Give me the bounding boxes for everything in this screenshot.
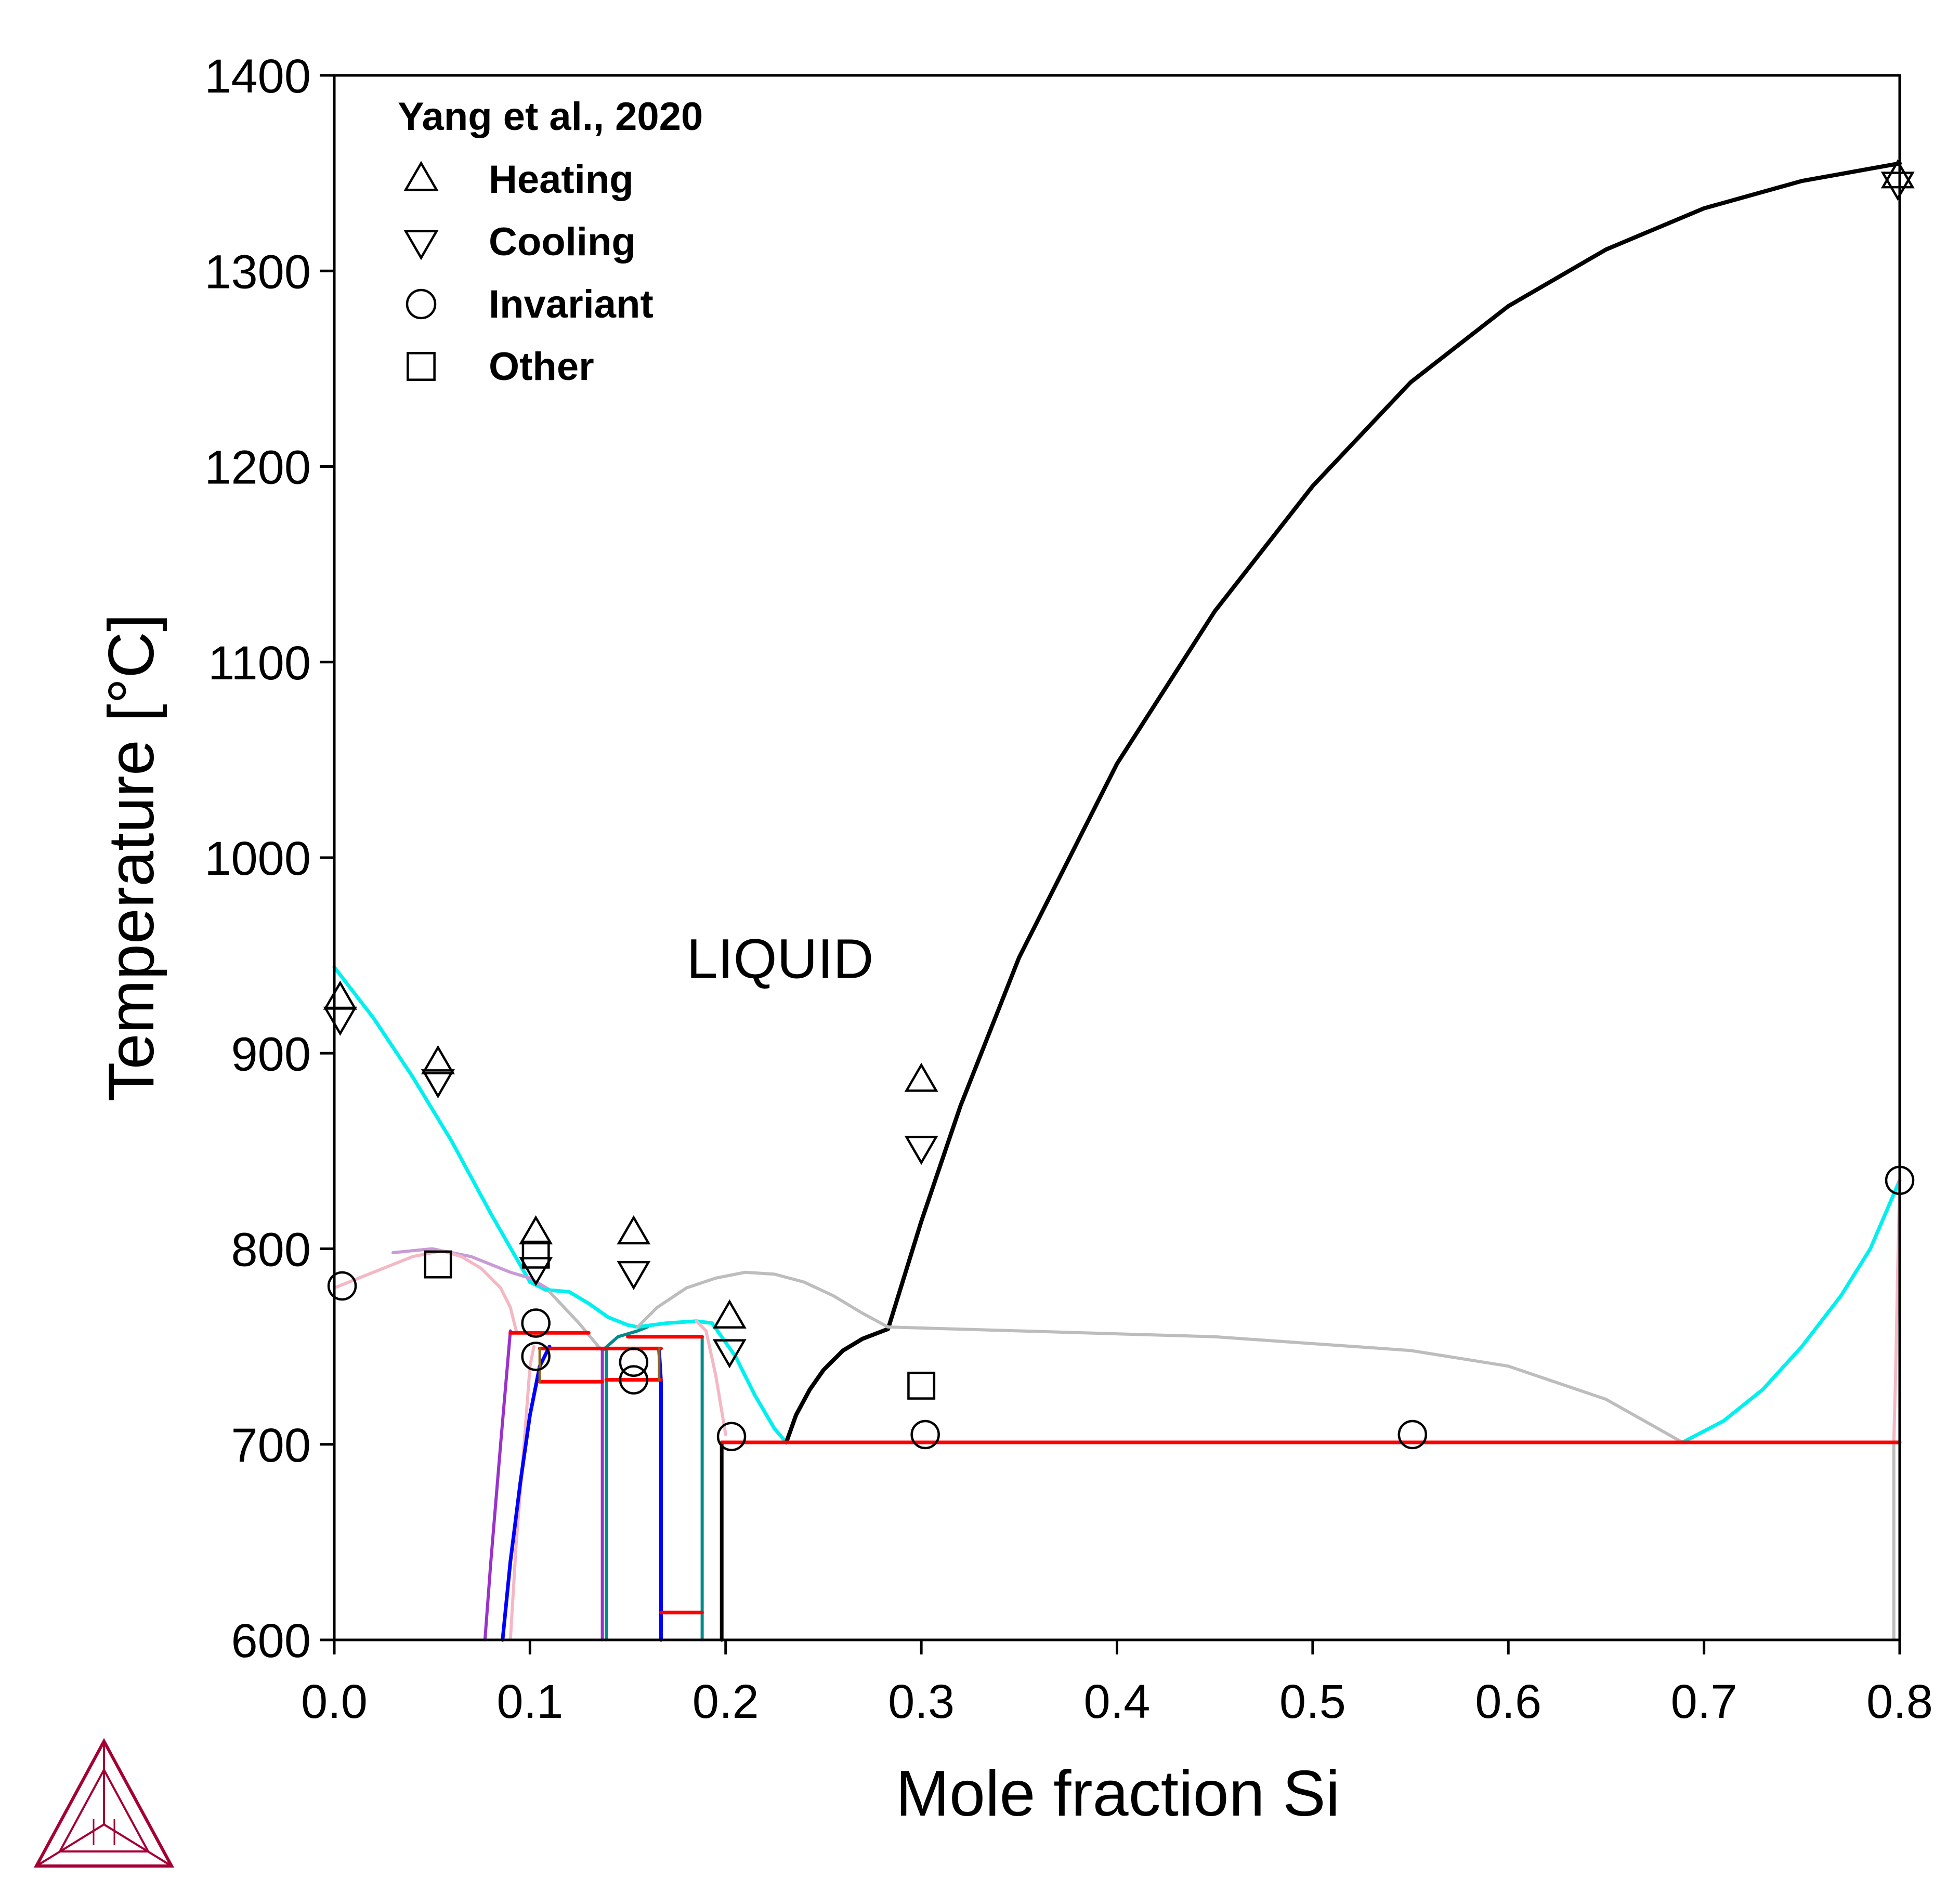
x-tick-label: 0.3 [888, 1675, 955, 1728]
triangle-down-data-point [904, 1136, 938, 1165]
x-tick-label: 0.7 [1671, 1675, 1737, 1728]
triangle-up-data-point [519, 1215, 553, 1245]
circle-data-point [716, 1422, 747, 1451]
legend-triangle-down-icon [403, 230, 439, 260]
phase-boundary-line [483, 1329, 512, 1641]
phase-boundary-line [332, 965, 547, 1292]
x-tick-label: 0.0 [301, 1675, 368, 1728]
circle-data-point [619, 1347, 649, 1377]
x-tick-label: 0.4 [1084, 1675, 1151, 1728]
x-tick-label: 0.8 [1866, 1675, 1933, 1728]
phase-boundary-line [1680, 1178, 1902, 1444]
legend-entry-label: Heating [489, 157, 634, 202]
marker-layer [323, 159, 1915, 1451]
square-data-point [521, 1240, 550, 1269]
legend-title: Yang et al., 2020 [398, 95, 703, 139]
square-data-point [907, 1371, 936, 1400]
x-tick-label: 0.2 [692, 1675, 759, 1728]
y-tick-label: 700 [231, 1419, 311, 1472]
triangle-up-data-point [904, 1062, 938, 1092]
legend-entry-label: Cooling [489, 220, 636, 264]
x-tick-label: 0.6 [1475, 1675, 1541, 1728]
phase-boundary-line [784, 1326, 891, 1444]
triangle-up-data-point [1880, 159, 1915, 189]
y-tick-label: 1400 [204, 50, 311, 103]
legend-entry-label: Other [489, 345, 594, 389]
circle-data-point [521, 1308, 551, 1338]
circle-data-point [619, 1365, 649, 1395]
triangle-down-data-point [712, 1339, 747, 1369]
legend-entries: Heating Cooling Invariant Other [403, 157, 654, 389]
circle-data-point [910, 1420, 940, 1450]
liquid-region-label: LIQUID [686, 927, 873, 990]
triangle-down-data-point [617, 1260, 651, 1291]
y-tick-label: 1200 [204, 441, 311, 494]
circle-data-point [327, 1271, 357, 1301]
legend-entry-label: Invariant [489, 282, 654, 326]
y-tick-label: 1300 [204, 245, 311, 298]
y-axis-label: Temperature [°C] [96, 614, 167, 1102]
legend-triangle-up-icon [403, 161, 439, 191]
triangle-up-data-point [421, 1045, 455, 1074]
legend: Yang et al., 2020 Heating Cooling Invarian… [398, 95, 703, 389]
phase-boundary-line [501, 1345, 552, 1642]
tick-label-layer: 0.0 0.1 0.2 0.3 0.4 0.5 0.6 0.7 0.8 600 700 800 900 1… [204, 50, 1933, 1728]
series-layer [332, 161, 1902, 1642]
phase-boundary-line [710, 1321, 788, 1444]
phase-boundary-line [333, 1249, 518, 1333]
x-tick-label: 0.5 [1279, 1675, 1346, 1728]
phase-boundary-line [600, 1325, 649, 1352]
phase-boundary-line [886, 161, 1902, 1331]
circle-data-point [1397, 1420, 1428, 1450]
tick-layer [320, 74, 1901, 1654]
y-tick-label: 600 [231, 1614, 311, 1667]
phase-boundary-line [544, 1288, 639, 1329]
x-axis-label: Mole fraction Si [896, 1758, 1340, 1830]
x-tick-label: 0.1 [496, 1675, 563, 1728]
phase-boundary-line [635, 1319, 714, 1329]
triangle-down-data-point [323, 1006, 357, 1036]
legend-square-icon [407, 352, 436, 381]
y-tick-label: 1000 [204, 832, 311, 885]
phase-boundary-line [657, 1348, 663, 1642]
y-tick-label: 800 [231, 1224, 311, 1277]
triangle-up-data-point [617, 1215, 651, 1245]
triangle-down-data-point [519, 1257, 553, 1286]
triangle-down-data-point [421, 1069, 455, 1099]
y-tick-label: 900 [231, 1028, 311, 1081]
y-tick-label: 1100 [208, 637, 311, 690]
thermo-calc-logo-icon [33, 1738, 175, 1868]
triangle-up-data-point [712, 1299, 747, 1329]
square-data-point [424, 1250, 452, 1279]
triangle-down-data-point [1880, 172, 1915, 201]
circle-data-point [521, 1342, 551, 1371]
phase-boundary-line [636, 1270, 890, 1329]
phase-boundary-line [886, 1325, 1684, 1444]
phase-boundary-line [695, 1319, 727, 1436]
legend-circle-icon [406, 288, 437, 320]
